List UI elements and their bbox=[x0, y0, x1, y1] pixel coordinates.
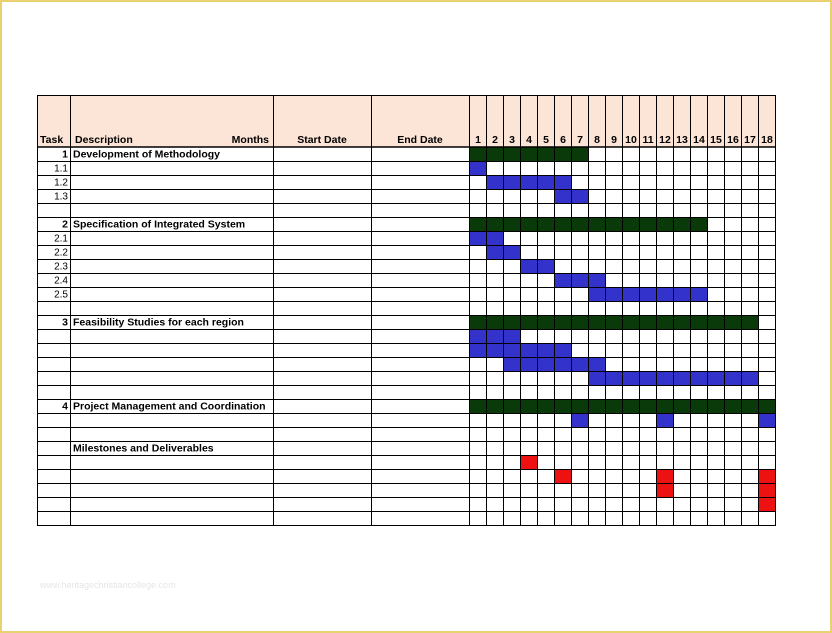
task-number: 1.3 bbox=[54, 192, 68, 203]
task-description: Development of Methodology bbox=[73, 149, 220, 161]
header-month-number: 2 bbox=[492, 134, 498, 146]
task-number: 1.1 bbox=[54, 164, 68, 175]
header-months: Months bbox=[232, 134, 269, 146]
task-number: 2.3 bbox=[54, 262, 68, 273]
header-month-number: 4 bbox=[526, 134, 532, 146]
summary-bar bbox=[469, 315, 758, 329]
header-month-number: 14 bbox=[693, 134, 705, 146]
header-month-number: 5 bbox=[543, 134, 549, 146]
task-number: 2.2 bbox=[54, 248, 68, 259]
task-number: 3 bbox=[62, 317, 68, 329]
task-number: 1 bbox=[62, 149, 68, 161]
summary-bar bbox=[469, 147, 588, 161]
task-number: 2 bbox=[62, 219, 68, 231]
task-bar bbox=[486, 175, 571, 189]
task-number: 1.2 bbox=[54, 178, 68, 189]
header-month-number: 16 bbox=[727, 134, 739, 146]
header-end-date: End Date bbox=[397, 134, 443, 146]
task-bar bbox=[571, 413, 588, 427]
header-month-number: 18 bbox=[761, 134, 773, 146]
task-description: Feasibility Studies for each region bbox=[73, 317, 244, 329]
header-month-number: 15 bbox=[710, 134, 722, 146]
task-bar bbox=[554, 273, 605, 287]
header-start-date: Start Date bbox=[297, 134, 347, 146]
task-number: 2.5 bbox=[54, 290, 68, 301]
header-month-number: 6 bbox=[560, 134, 566, 146]
milestone-marker bbox=[758, 483, 775, 497]
milestone-marker bbox=[554, 469, 571, 483]
header-month-number: 7 bbox=[577, 134, 583, 146]
header-month-number: 12 bbox=[659, 134, 671, 146]
header-month-number: 9 bbox=[611, 134, 617, 146]
milestone-marker bbox=[520, 455, 537, 469]
task-bar bbox=[656, 413, 673, 427]
task-bar bbox=[469, 161, 486, 175]
task-bar bbox=[469, 329, 520, 343]
task-description: Project Management and Coordination bbox=[73, 401, 266, 413]
header-description: Description bbox=[75, 134, 133, 146]
header-month-number: 17 bbox=[744, 134, 756, 146]
header-month-number: 10 bbox=[625, 134, 637, 146]
task-number: 2.4 bbox=[54, 276, 68, 287]
task-bar bbox=[758, 413, 775, 427]
task-number: 4 bbox=[62, 401, 68, 413]
watermark: www.heritagechristiancollege.com bbox=[40, 580, 176, 590]
milestone-marker bbox=[656, 483, 673, 497]
milestone-marker bbox=[758, 469, 775, 483]
header-month-number: 13 bbox=[676, 134, 688, 146]
milestone-marker bbox=[656, 469, 673, 483]
header-task: Task bbox=[40, 134, 63, 146]
task-number: 2.1 bbox=[54, 234, 68, 245]
task-description: Specification of Integrated System bbox=[73, 219, 245, 231]
header-band bbox=[37, 95, 775, 147]
header-month-number: 8 bbox=[594, 134, 600, 146]
header-month-number: 3 bbox=[509, 134, 515, 146]
header-month-number: 1 bbox=[475, 134, 481, 146]
header-month-number: 11 bbox=[642, 134, 653, 146]
milestone-marker bbox=[758, 497, 775, 511]
task-bar bbox=[588, 287, 707, 301]
task-description: Milestones and Deliverables bbox=[73, 443, 214, 455]
